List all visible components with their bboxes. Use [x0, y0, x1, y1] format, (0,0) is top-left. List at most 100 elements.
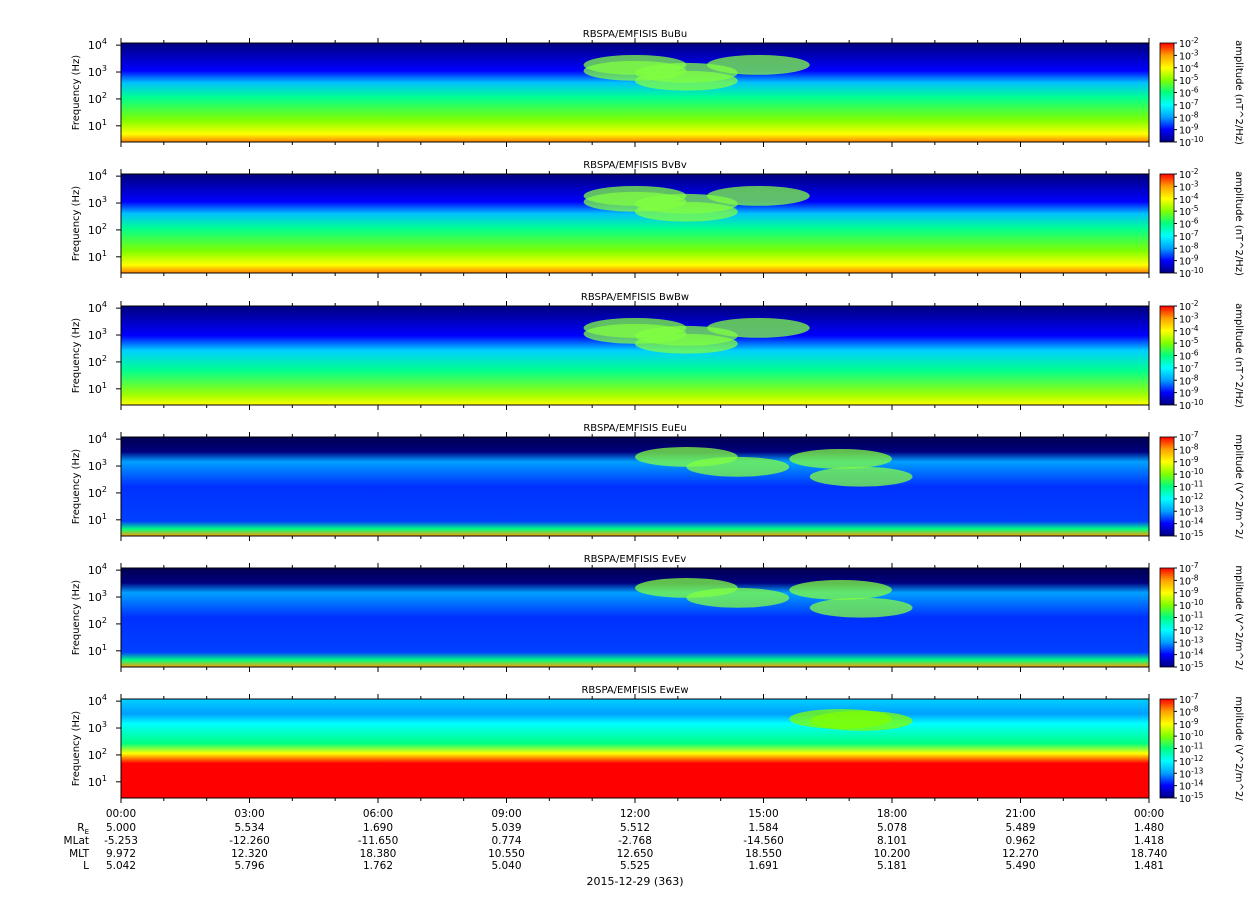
ephemeris-value: 12.650: [617, 848, 654, 860]
ephemeris-row-label: L: [83, 860, 89, 872]
ephemeris-value: 12.270: [1002, 848, 1039, 860]
wave-feature: [686, 456, 790, 477]
y-tick-label: 101: [88, 774, 107, 789]
ephemeris-value: -2.768: [618, 835, 652, 847]
y-tick-label: 102: [88, 222, 107, 237]
y-tick-label: 104: [88, 562, 107, 577]
panel-title: RBSPA/EMFISIS BwBw: [581, 292, 689, 303]
panel-title: RBSPA/EMFISIS BuBu: [583, 29, 687, 40]
y-axis-label: Frequency (Hz): [71, 186, 82, 262]
colorbar: [1159, 305, 1175, 406]
panel-title: RBSPA/EMFISIS EuEu: [583, 423, 686, 434]
y-tick-label: 103: [88, 64, 107, 79]
y-tick-label: 104: [88, 168, 107, 183]
panels-group: RBSPA/EMFISIS BuBu 101 102 103 104 Frequency …: [71, 29, 1244, 805]
y-axis-label: Frequency (Hz): [71, 580, 82, 656]
x-tick-label: 03:00: [234, 808, 264, 820]
wave-feature: [789, 448, 892, 469]
ephemeris-value: 10.200: [874, 848, 911, 860]
ephemeris-value: -5.253: [104, 835, 138, 847]
y-tick-label: 103: [88, 458, 107, 473]
panel-BwBw: RBSPA/EMFISIS BwBw 101 102 103 104 Frequency …: [71, 292, 1244, 412]
y-tick-label: 101: [88, 381, 107, 396]
ephemeris-value: 5.000: [106, 822, 136, 834]
ephemeris-value: -14.560: [743, 835, 784, 847]
panel-BvBv: RBSPA/EMFISIS BvBv 101 102 103 104 Frequency …: [71, 160, 1244, 280]
y-tick-label: 102: [88, 616, 107, 631]
wave-feature: [706, 317, 810, 338]
x-tick-label: 09:00: [491, 808, 521, 820]
y-tick-label: 104: [88, 37, 107, 52]
ephemeris-value: 1.584: [748, 822, 778, 834]
colorbar-label: amplitude (nT^2/Hz): [1233, 303, 1244, 408]
ephemeris-value: 5.039: [491, 822, 521, 834]
y-tick-label: 101: [88, 643, 107, 658]
y-tick-label: 104: [88, 300, 107, 315]
colorbar: [1159, 436, 1175, 537]
panel-title: RBSPA/EMFISIS EwEw: [581, 685, 688, 696]
wave-feature: [706, 185, 810, 206]
ephemeris-value: 10.550: [488, 848, 525, 860]
colorbar: [1159, 173, 1175, 274]
y-tick-label: 103: [88, 589, 107, 604]
panel-EvEv: RBSPA/EMFISIS EvEv 101 102 103 104 Frequency …: [71, 554, 1244, 674]
colorbar-label: amplitude (nT^2/Hz): [1233, 40, 1244, 145]
spectrogram-image: [121, 437, 1149, 536]
ephemeris-value: 5.512: [620, 822, 650, 834]
y-tick-label: 104: [88, 431, 107, 446]
ephemeris-value: 18.380: [360, 848, 397, 860]
colorbar: [1159, 698, 1175, 799]
ephemeris-table: RE 5.000 5.534 1.690 5.039 5.512 1.584 5.078 5.4…: [64, 822, 1168, 872]
y-tick-label: 101: [88, 512, 107, 527]
date-label: 2015-12-29 (363): [586, 875, 683, 888]
ephemeris-value: 1.418: [1134, 835, 1164, 847]
wave-feature: [583, 323, 687, 344]
ephemeris-value: 12.320: [231, 848, 268, 860]
x-tick-label: 00:00: [1134, 808, 1164, 820]
ephemeris-value: 5.490: [1005, 860, 1035, 872]
y-axis-label: Frequency (Hz): [71, 449, 82, 525]
ephemeris-value: 5.042: [106, 860, 136, 872]
panel-EwEw: RBSPA/EMFISIS EwEw 101 102 103 104 Frequency …: [71, 685, 1244, 805]
y-axis-label: Frequency (Hz): [71, 55, 82, 131]
y-tick-label: 102: [88, 485, 107, 500]
y-tick-label: 103: [88, 720, 107, 735]
ephemeris-value: -11.650: [358, 835, 399, 847]
colorbar-tick-label: 10-10: [1179, 398, 1204, 412]
ephemeris-value: 18.740: [1131, 848, 1168, 860]
ephemeris-value: 1.691: [748, 860, 778, 872]
x-tick-label: 06:00: [363, 808, 393, 820]
ephemeris-row-label: MLT: [69, 848, 89, 860]
ephemeris-value: 9.972: [106, 848, 136, 860]
x-tick-label: 00:00: [106, 808, 136, 820]
colorbar-tick-label: 10-15: [1179, 660, 1204, 674]
x-tick-label: 15:00: [748, 808, 778, 820]
colorbar-label: amplitude (nT^2/Hz): [1233, 171, 1244, 276]
colorbar-tick-label: 10-10: [1179, 135, 1204, 149]
y-tick-label: 102: [88, 91, 107, 106]
colorbar-tick-label: 10-15: [1179, 529, 1204, 543]
wave-feature: [809, 597, 913, 618]
ephemeris-value: 18.550: [745, 848, 782, 860]
ephemeris-value: 5.489: [1005, 822, 1035, 834]
colorbar-tick-label: 10-15: [1179, 791, 1204, 805]
colorbar-tick-label: 10-10: [1179, 266, 1204, 280]
wave-feature: [583, 60, 687, 81]
spectrogram-image: [121, 699, 1149, 798]
x-tick-label: 12:00: [620, 808, 650, 820]
ephemeris-row-label: MLat: [64, 835, 89, 847]
colorbar-label: mplitude (V^2/m^2/: [1233, 434, 1244, 539]
ephemeris-value: 1.481: [1134, 860, 1164, 872]
panel-title: RBSPA/EMFISIS EvEv: [584, 554, 687, 565]
panel-EuEu: RBSPA/EMFISIS EuEu 101 102 103 104 Frequency …: [71, 423, 1244, 543]
ephemeris-value: 5.796: [234, 860, 264, 872]
y-tick-label: 103: [88, 327, 107, 342]
y-tick-label: 103: [88, 195, 107, 210]
panel-title: RBSPA/EMFISIS BvBv: [583, 160, 687, 171]
y-axis-label: Frequency (Hz): [71, 318, 82, 394]
y-tick-label: 101: [88, 118, 107, 133]
colorbar: [1159, 42, 1175, 143]
ephemeris-value: 8.101: [877, 835, 907, 847]
x-tick-label: 21:00: [1005, 808, 1035, 820]
